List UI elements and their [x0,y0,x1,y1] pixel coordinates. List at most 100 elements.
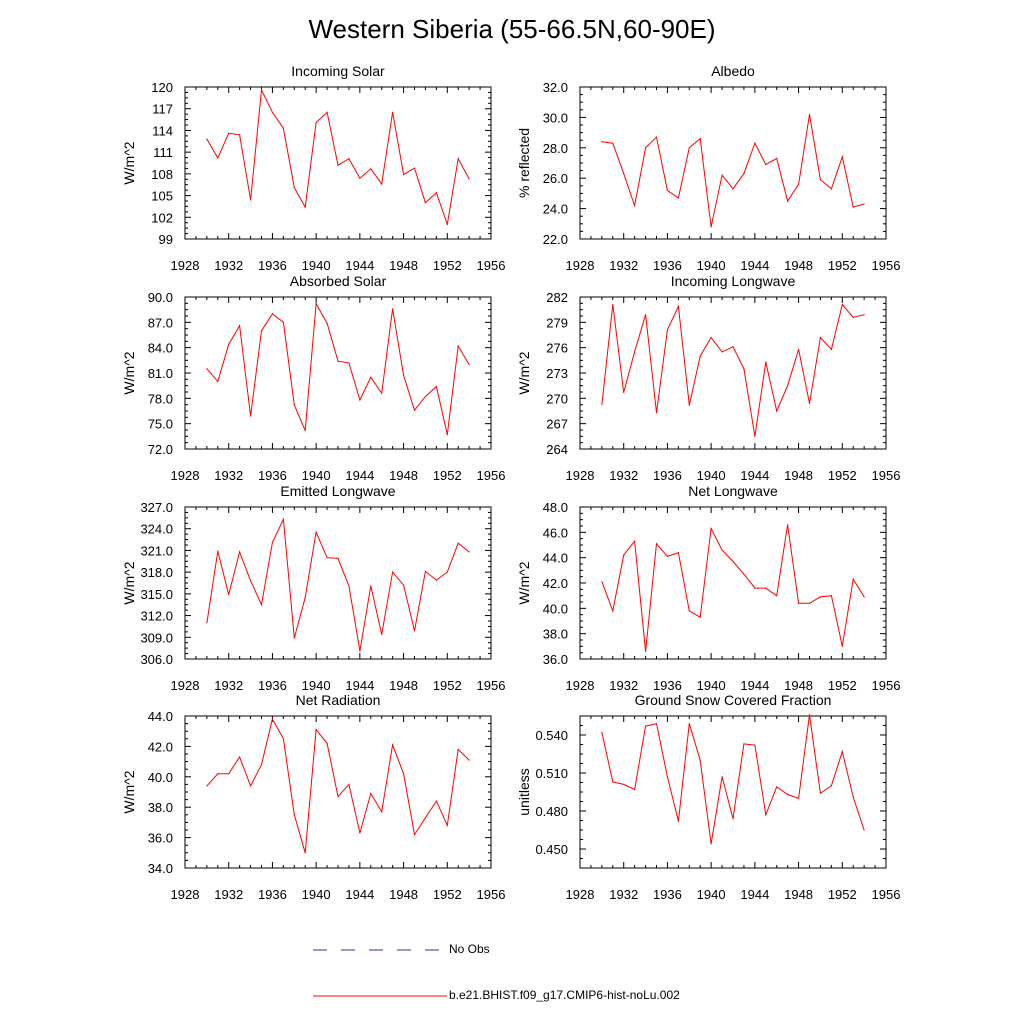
data-point [765,361,767,363]
data-point [468,551,470,553]
data-point [743,573,745,575]
series-line-1 [601,303,865,437]
data-point [457,748,459,751]
series-line-1 [206,517,470,652]
data-point [765,163,767,166]
panel-title: Incoming Longwave [671,273,796,289]
data-point [797,602,800,604]
data-point [688,147,690,149]
y-tick-label: 114 [152,123,173,138]
data-point [381,633,383,635]
data-point [424,396,427,398]
data-point [754,744,756,746]
data-point [228,132,230,134]
data-point [228,773,230,775]
data-point [260,764,263,766]
data-point [293,814,295,816]
y-tick-label: 90.0 [148,290,173,305]
x-tick-label: 1944 [740,678,769,693]
data-point [392,571,394,573]
data-point [666,189,669,191]
data-point [808,714,811,716]
data-point [699,759,701,761]
data-point [326,557,328,559]
y-tick-label: 0.540 [535,728,568,743]
panel-3: Absorbed Solar W/m^2 1928 1932 1936 1940 1944 1… [121,273,505,483]
data-point [732,560,734,563]
data-point [841,156,843,158]
x-tick-label: 1932 [214,887,243,902]
panel-4: Incoming Longwave W/m^2 1928 1932 1936 1940 19… [516,273,900,483]
data-point [644,650,647,653]
data-point [623,173,625,175]
panel-5: Emitted Longwave W/m^2 1928 1932 1936 1940 194… [121,483,505,693]
y-tick-label: 102 [151,210,173,225]
y-tick-label: 40.0 [148,770,173,785]
data-point [644,314,647,316]
data-point [392,111,394,113]
x-tick-label: 1928 [566,678,595,693]
y-tick-label: 276 [546,341,568,356]
data-point [402,584,405,586]
x-tick-label: 1940 [302,887,331,902]
data-point [699,138,701,140]
data-point [293,404,295,406]
data-point [710,336,712,339]
data-point [601,141,603,143]
data-point [239,551,241,553]
y-tick-label: 279 [546,315,568,330]
series-line-1 [601,714,865,844]
x-tick-label: 1928 [171,887,200,902]
data-point [841,645,843,647]
data-point [348,362,350,364]
y-tick-label: 38.0 [543,627,568,642]
data-point [688,404,690,406]
x-tick-label: 1936 [653,887,682,902]
y-axis-label: unitless [516,768,532,815]
data-point [370,376,372,378]
data-point [721,776,723,778]
data-point [348,158,350,160]
data-point [435,192,437,194]
x-tick-label: 1936 [258,468,287,483]
y-tick-label: 87.0 [148,315,173,330]
x-tick-label: 1956 [872,468,901,483]
data-point [612,142,614,144]
data-point [468,363,470,366]
x-tick-label: 1936 [258,258,287,273]
series-line-1 [206,302,470,435]
x-tick-label: 1940 [697,887,726,902]
legend-obs-swatch [313,949,447,951]
y-tick-label: 26.0 [543,171,568,186]
data-point [623,554,625,556]
data-point [601,403,603,405]
data-point [228,343,230,345]
y-tick-label: 327.0 [140,500,173,515]
data-point [721,351,723,353]
data-point [435,385,437,388]
y-tick-label: 120 [151,80,173,95]
x-tick-label: 1928 [171,468,200,483]
y-tick-label: 267 [546,417,568,432]
y-tick-label: 36.0 [148,831,173,846]
data-point [819,792,822,794]
data-point [644,147,647,149]
x-tick-label: 1940 [697,678,726,693]
data-point [732,346,734,348]
x-tick-label: 1948 [389,258,418,273]
x-tick-label: 1956 [872,678,901,693]
legend-obs-label: No Obs [449,942,490,956]
y-axis-label: W/m^2 [121,351,137,394]
y-tick-label: 321.0 [140,543,173,558]
data-point [435,579,437,581]
x-tick-label: 1952 [828,258,857,273]
y-tick-label: 75.0 [148,417,173,432]
data-point [797,348,800,350]
x-tick-label: 1932 [609,678,638,693]
x-tick-label: 1948 [389,678,418,693]
data-point [830,348,832,350]
data-point [206,622,208,624]
plot-frame [579,715,887,869]
x-tick-label: 1936 [653,468,682,483]
data-point [710,527,712,530]
